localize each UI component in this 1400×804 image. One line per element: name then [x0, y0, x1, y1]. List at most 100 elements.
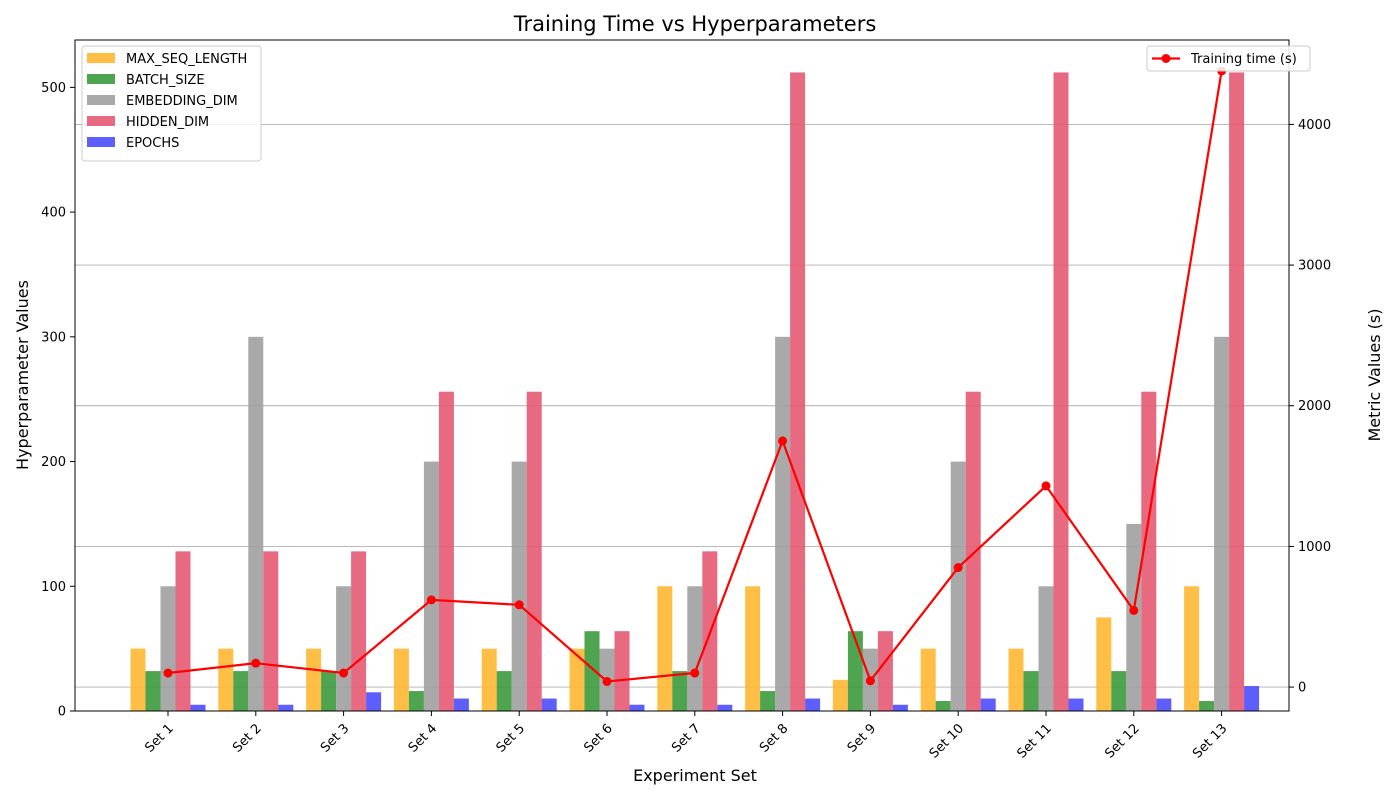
training-time-point-set-3 — [339, 668, 349, 678]
x-tick-label: Set 12 — [1102, 721, 1142, 761]
plot-frame — [74, 39, 1290, 712]
bar-max-seq-length-set-4 — [393, 648, 409, 711]
left-tick-label: 500 — [41, 81, 66, 96]
bar-epochs-set-3 — [366, 692, 382, 711]
bar-batch-size-set-12 — [1111, 671, 1127, 711]
x-tick-label: Set 9 — [845, 721, 879, 755]
bar-hidden-dim-set-9 — [877, 631, 893, 711]
x-tick-label: Set 2 — [230, 721, 264, 755]
y-axis-label: Hyperparameter Values — [13, 280, 32, 470]
left-tick-label: 100 — [41, 580, 66, 595]
bar-embedding-dim-set-12 — [1126, 523, 1142, 711]
bar-hidden-dim-set-11 — [1053, 72, 1069, 712]
training-time-point-set-6 — [602, 676, 612, 686]
legend-label-max-seq-length: MAX_SEQ_LENGTH — [126, 52, 247, 67]
legend-right: Training time (s) — [1146, 45, 1311, 72]
left-tick-label: 300 — [41, 330, 66, 345]
bar-batch-size-set-7 — [672, 671, 688, 711]
bar-batch-size-set-9 — [847, 631, 863, 711]
grid-layer — [75, 123, 1289, 688]
bar-batch-size-set-10 — [935, 701, 951, 711]
bar-batch-size-set-4 — [408, 691, 424, 711]
bar-epochs-set-7 — [717, 704, 733, 711]
bar-max-seq-length-set-2 — [218, 648, 234, 711]
right-axis: 0 1000 2000 3000 4000 — [1289, 118, 1331, 696]
legend-label-epochs: EPOCHS — [126, 136, 179, 151]
training-time-point-set-11 — [1041, 481, 1051, 491]
chart-title: Training Time vs Hyperparameters — [513, 12, 877, 36]
training-time-point-set-9 — [865, 676, 875, 686]
left-tick-label: 0 — [58, 705, 66, 720]
bar-embedding-dim-set-7 — [687, 586, 703, 711]
legend-right-box — [1146, 45, 1311, 72]
right-tick-label: 0 — [1298, 681, 1306, 696]
x-axis: Set 1 Set 2 Set 3 Set 4 Set 5 Set 6 Set 7 Set 8… — [142, 711, 1230, 762]
bar-max-seq-length-set-1 — [130, 648, 146, 711]
bar-max-seq-length-set-7 — [657, 586, 673, 711]
bar-epochs-set-8 — [805, 698, 821, 711]
x-tick-label: Set 13 — [1190, 721, 1230, 761]
bar-hidden-dim-set-6 — [614, 631, 630, 711]
left-tick-label: 400 — [41, 206, 66, 221]
training-time-point-set-5 — [514, 600, 524, 610]
bar-max-seq-length-set-8 — [745, 586, 761, 711]
bar-embedding-dim-set-3 — [336, 586, 352, 711]
bar-max-seq-length-set-3 — [306, 648, 322, 711]
x-tick-label: Set 3 — [318, 721, 352, 755]
x-tick-label: Set 8 — [757, 721, 791, 755]
bar-embedding-dim-set-2 — [248, 336, 264, 711]
training-time-point-set-8 — [778, 436, 788, 446]
legend-marker-training-time — [1161, 54, 1171, 63]
bar-embedding-dim-set-1 — [160, 586, 176, 711]
bar-max-seq-length-set-13 — [1184, 586, 1200, 711]
legend-swatch-epochs — [87, 137, 115, 147]
legend-label-embedding-dim: EMBEDDING_DIM — [126, 94, 238, 109]
bar-embedding-dim-set-10 — [950, 461, 966, 711]
bar-batch-size-set-11 — [1023, 671, 1039, 711]
bar-max-seq-length-set-12 — [1096, 617, 1112, 711]
bar-batch-size-set-3 — [321, 671, 337, 711]
right-tick-label: 4000 — [1298, 118, 1331, 133]
right-tick-label: 3000 — [1298, 259, 1331, 274]
legend-swatch-hidden-dim — [87, 116, 115, 126]
bar-hidden-dim-set-2 — [263, 551, 279, 711]
bar-epochs-set-9 — [892, 704, 908, 711]
x-tick-label: Set 7 — [669, 721, 703, 755]
training-time-point-set-1 — [163, 668, 173, 678]
bar-embedding-dim-set-4 — [423, 461, 439, 711]
training-time-point-set-12 — [1129, 605, 1139, 615]
bar-batch-size-set-1 — [145, 671, 161, 711]
bar-epochs-set-1 — [190, 704, 206, 711]
bar-max-seq-length-set-5 — [481, 648, 497, 711]
bar-hidden-dim-set-8 — [790, 72, 806, 712]
legend-swatch-max-seq-length — [87, 53, 115, 63]
right-tick-label: 2000 — [1298, 399, 1331, 414]
y2-axis-label: Metric Values (s) — [1365, 308, 1384, 441]
bar-epochs-set-11 — [1068, 698, 1084, 711]
bar-hidden-dim-set-5 — [526, 391, 542, 711]
legend-label-training-time: Training time (s) — [1190, 52, 1297, 67]
bar-batch-size-set-5 — [496, 671, 512, 711]
bar-epochs-set-6 — [629, 704, 645, 711]
bar-max-seq-length-set-9 — [832, 679, 848, 711]
x-tick-label: Set 1 — [142, 721, 176, 755]
bars-layer — [130, 72, 1260, 712]
bar-embedding-dim-set-8 — [775, 336, 791, 711]
x-tick-label: Set 6 — [581, 721, 615, 755]
bar-epochs-set-4 — [453, 698, 469, 711]
bar-max-seq-length-set-11 — [1008, 648, 1024, 711]
legend-left-box — [81, 45, 262, 162]
line-layer — [163, 66, 1227, 686]
bar-max-seq-length-set-10 — [920, 648, 936, 711]
x-axis-label: Experiment Set — [633, 766, 757, 785]
bar-epochs-set-10 — [980, 698, 996, 711]
legend-label-hidden-dim: HIDDEN_DIM — [126, 115, 209, 130]
bar-batch-size-set-13 — [1199, 701, 1215, 711]
left-tick-label: 200 — [41, 455, 66, 470]
right-tick-label: 1000 — [1298, 540, 1331, 555]
bar-embedding-dim-set-5 — [511, 461, 527, 711]
training-time-point-set-2 — [251, 658, 261, 668]
bar-batch-size-set-6 — [584, 631, 600, 711]
legend-left: MAX_SEQ_LENGTH BATCH_SIZE EMBEDDING_DIM HID… — [81, 45, 262, 162]
